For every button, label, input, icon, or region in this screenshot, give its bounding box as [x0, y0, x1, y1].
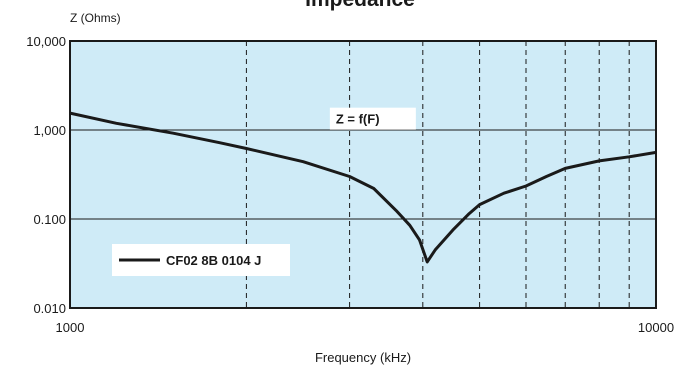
y-tick-label: 0.100: [33, 212, 66, 227]
y-tick-label: 1,000: [33, 123, 66, 138]
x-tick-label: 1000: [56, 320, 85, 335]
x-axis-label: Frequency (kHz): [315, 350, 411, 365]
y-tick-labels: 10,000 1,000 0.100 0.010: [26, 34, 66, 316]
y-tick-label: 0.010: [33, 301, 66, 316]
y-axis-label: Z (Ohms): [70, 11, 121, 25]
chart-title: Impedance: [305, 0, 415, 11]
y-tick-label: 10,000: [26, 34, 66, 49]
annotation-box: [329, 107, 416, 130]
series-line-cf02-8b-0104-j: [69, 111, 657, 264]
x-tick-label: 10000: [638, 320, 674, 335]
horizontal-gridlines: [70, 129, 656, 220]
legend-entry-label: CF02 8B 0104 J: [166, 253, 261, 268]
x-tick-labels: 1000 10000: [56, 320, 675, 335]
annotation-label: Z = f(F): [336, 112, 380, 127]
